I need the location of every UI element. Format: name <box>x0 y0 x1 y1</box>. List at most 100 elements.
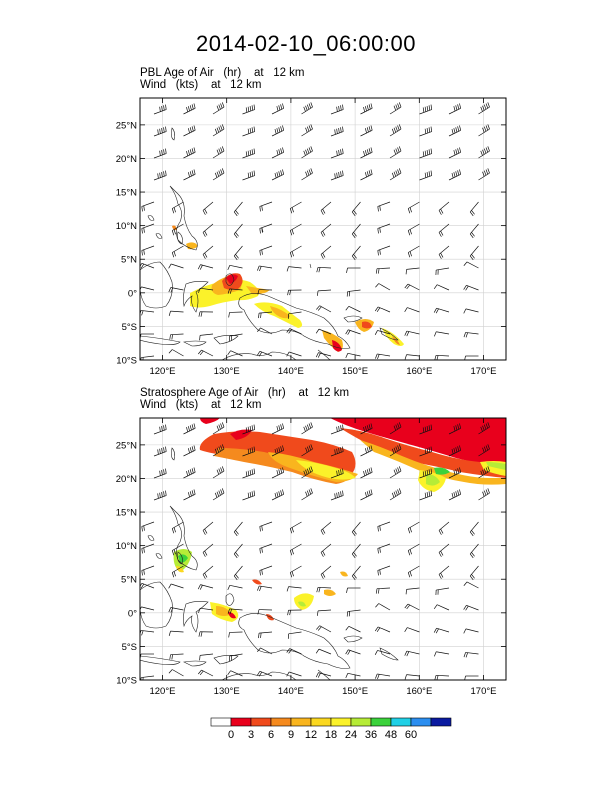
coast-mindanao <box>177 551 183 565</box>
wind-barb <box>227 608 243 614</box>
wind-barb <box>463 308 479 314</box>
wind-barb <box>198 607 214 614</box>
wind-barb <box>320 223 332 237</box>
colorbar-label: 60 <box>405 729 417 741</box>
panel2-field-caption: Stratosphere Age of Air (hr) at 12 km <box>140 387 350 399</box>
panel1-wind-barbs <box>140 102 490 360</box>
wind-barb <box>257 289 273 295</box>
wind-barb <box>404 627 420 633</box>
wind-barb <box>199 653 214 661</box>
strat-edge-lime <box>486 462 506 470</box>
wind-barb <box>419 468 433 479</box>
wind-barb <box>198 349 214 357</box>
wind-barb <box>271 445 285 457</box>
wind-barb <box>153 104 167 115</box>
wind-barb <box>478 488 490 501</box>
wind-barb <box>169 653 184 660</box>
wind-barb <box>233 565 243 581</box>
wind-barb <box>171 245 184 258</box>
wind-barb <box>153 126 167 137</box>
strat-tongue-red <box>230 429 252 440</box>
coast-solomons <box>379 327 399 341</box>
wind-barb <box>229 333 243 342</box>
wind-barb <box>202 245 214 259</box>
main-title: 2014-02-10_06:00:00 <box>196 31 416 56</box>
wind-barb <box>463 628 479 634</box>
wind-barb <box>345 352 361 359</box>
pbl-plume-orange-g <box>172 225 177 231</box>
wind-barb <box>316 266 332 273</box>
panel1-coastlines <box>140 127 399 360</box>
wind-barb <box>258 311 273 319</box>
wind-barb <box>289 565 302 578</box>
lon-tick-label: 160°E <box>406 686 432 697</box>
wind-barb <box>242 170 256 181</box>
coast-new-guinea <box>238 293 351 349</box>
wind-barb <box>286 586 302 592</box>
wind-barb <box>419 446 433 457</box>
wind-barb <box>289 201 302 214</box>
wind-barb <box>330 490 344 501</box>
wind-barb <box>301 466 313 479</box>
lat-tick-label: 15°N <box>116 508 137 519</box>
lon-tick-label: 120°E <box>149 366 175 377</box>
wind-barb <box>434 651 450 657</box>
wind-barb <box>374 650 391 656</box>
colorbar: 0 3 6 9 12 18 24 36 48 60 <box>210 717 452 741</box>
lon-tick-label: 150°E <box>342 366 368 377</box>
wind-barb <box>168 669 184 677</box>
wind-barb <box>448 169 462 181</box>
wind-barb <box>286 328 302 335</box>
wind-barb <box>346 267 361 273</box>
wind-barb <box>301 168 313 181</box>
panel1-background <box>140 98 506 360</box>
coast-java <box>140 655 181 665</box>
wind-barb <box>360 423 373 435</box>
wind-barb <box>434 354 450 360</box>
wind-barb <box>375 267 391 274</box>
wind-barb <box>317 609 332 616</box>
wind-barb <box>404 283 420 291</box>
wind-barb <box>183 489 196 501</box>
strat-phil-gold <box>176 566 184 573</box>
wind-barb <box>153 424 167 435</box>
wind-barb <box>259 201 273 212</box>
strat-nw-red <box>200 418 220 424</box>
wind-barb <box>141 223 155 234</box>
wind-barb <box>351 543 361 559</box>
wind-barb <box>469 543 479 559</box>
wind-barb <box>228 631 243 638</box>
wind-barb <box>375 283 391 291</box>
colorbar-swatch <box>270 717 292 727</box>
wind-barb <box>320 521 332 535</box>
wind-barb <box>435 587 450 596</box>
wind-barb <box>438 565 450 579</box>
panel2-coastlines <box>140 447 399 680</box>
coast-sumbawa <box>183 660 207 667</box>
wind-barb <box>289 223 302 236</box>
wind-barb <box>478 422 490 435</box>
wind-barb <box>374 306 391 313</box>
wind-barb <box>168 630 184 637</box>
panel1-shading <box>172 225 404 352</box>
strat-band-orange-red <box>340 428 506 478</box>
lon-tick-label: 160°E <box>406 366 432 377</box>
wind-barb <box>330 424 344 435</box>
colorbar-label: 9 <box>288 729 294 741</box>
pbl-plume-red-a <box>226 274 238 284</box>
wind-barb <box>448 489 462 501</box>
lon-tick-label: 140°E <box>278 366 304 377</box>
wind-barb <box>315 648 332 655</box>
wind-barb <box>404 330 420 337</box>
wind-barb <box>320 201 332 215</box>
wind-barb <box>389 168 402 181</box>
wind-barb <box>168 583 184 589</box>
wind-barb <box>271 467 285 479</box>
wind-barb <box>351 201 361 217</box>
pbl-plume-amber-c <box>270 306 290 319</box>
wind-barb <box>229 653 243 662</box>
wind-barb <box>271 125 285 137</box>
wind-barb <box>478 102 490 115</box>
wind-barb <box>419 126 433 137</box>
wind-barb <box>202 565 214 579</box>
